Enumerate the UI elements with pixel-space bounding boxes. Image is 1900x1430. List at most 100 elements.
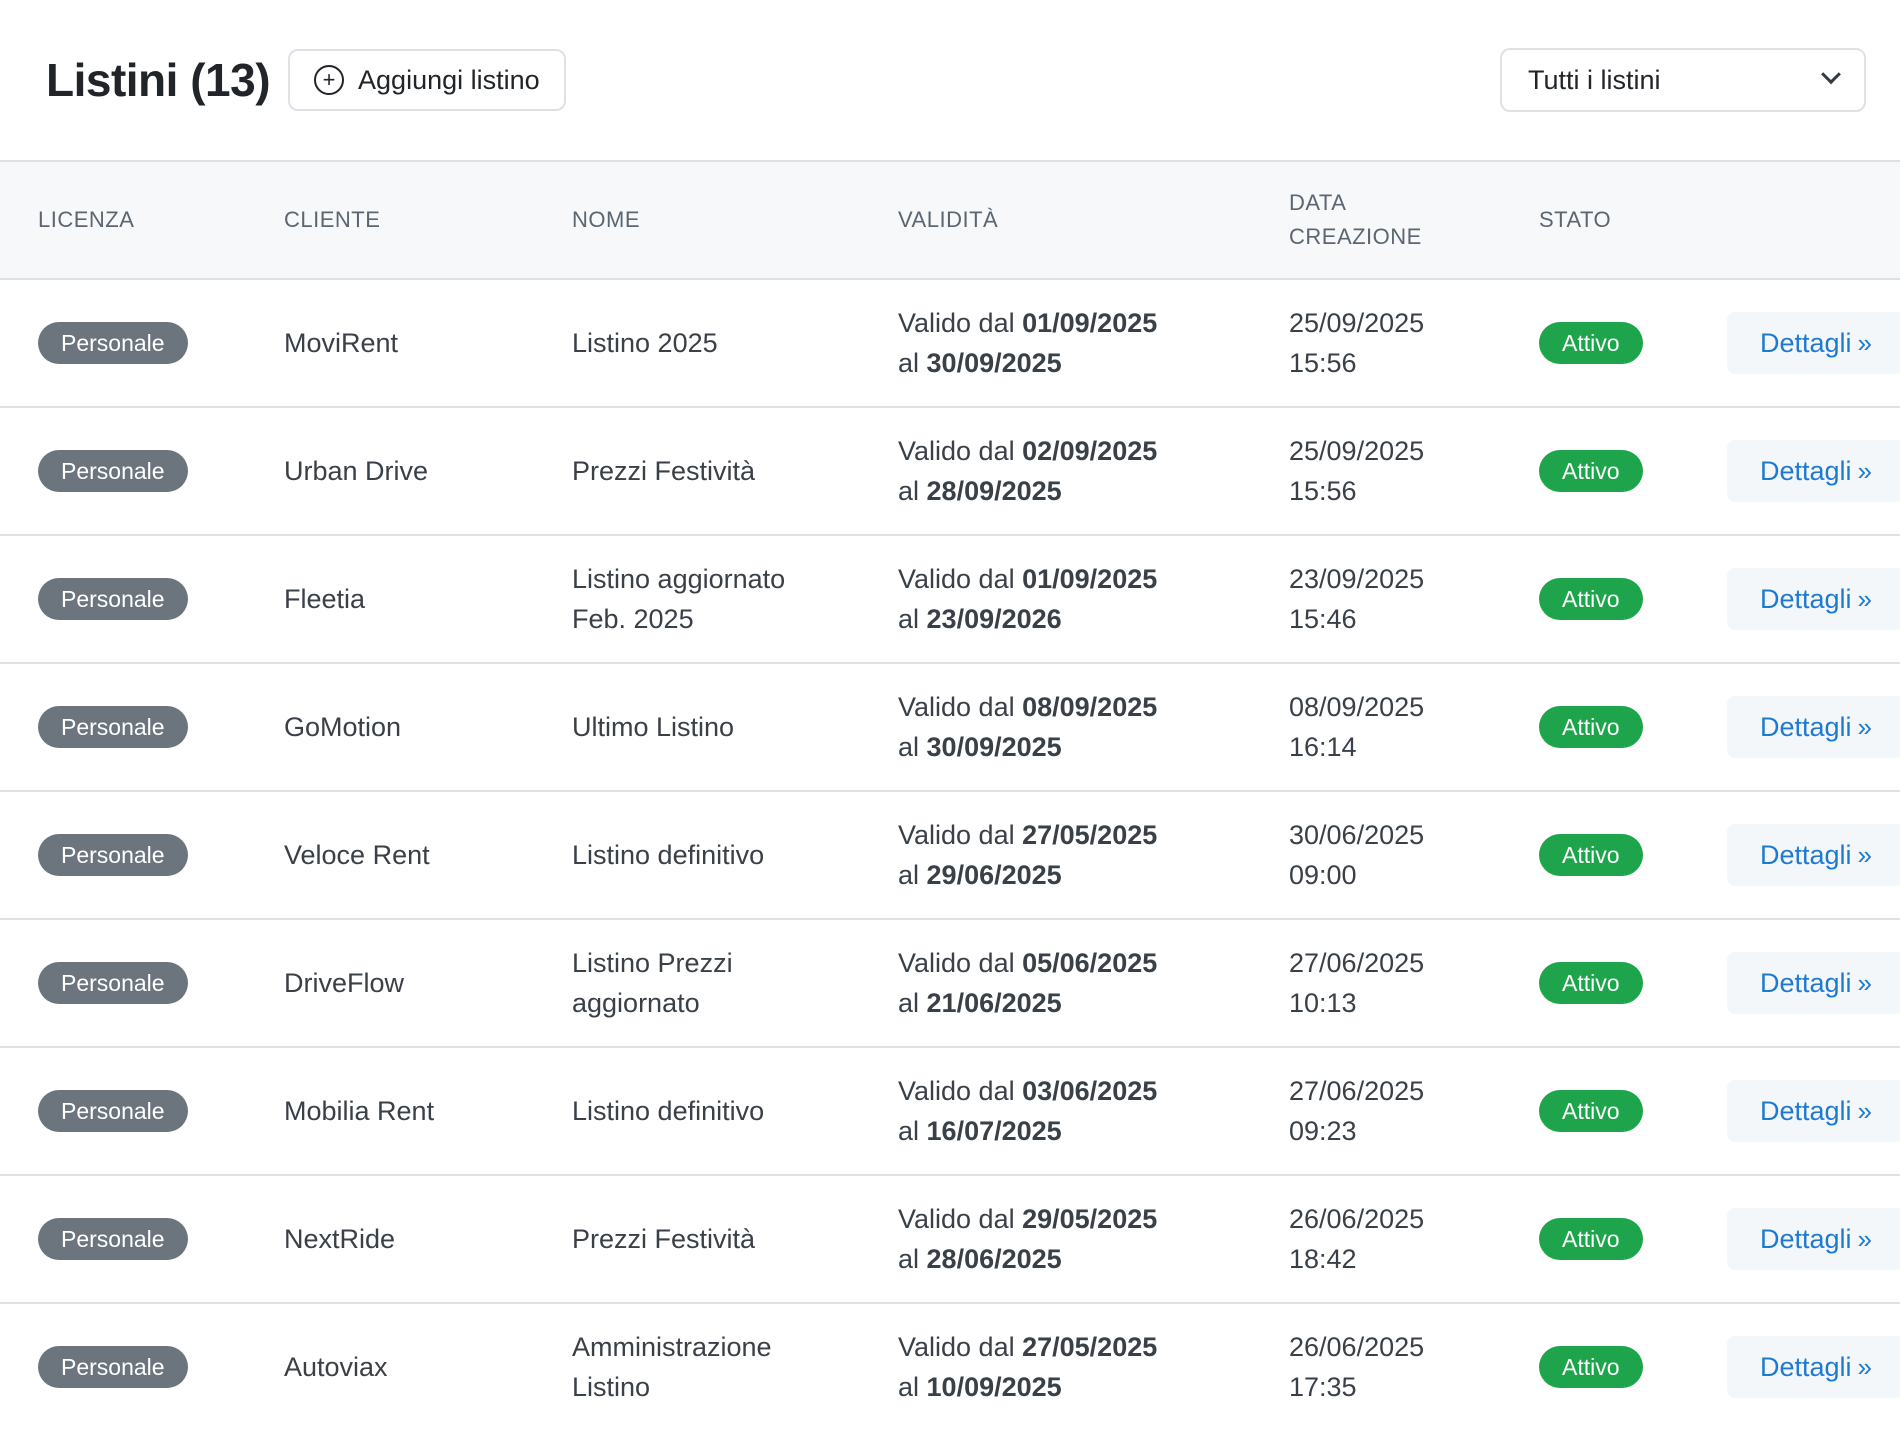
data-creazione-time: 18:42	[1289, 1244, 1357, 1274]
data-creazione-time: 09:23	[1289, 1116, 1357, 1146]
cell-nome: Listino 2025	[572, 323, 898, 363]
details-label: Dettagli	[1759, 1351, 1852, 1382]
cell-licenza: Personale	[0, 1346, 284, 1388]
cell-stato: Attivo	[1539, 1090, 1689, 1132]
details-button[interactable]: Dettagli»	[1727, 440, 1900, 502]
validita-al: 28/09/2025	[926, 476, 1062, 506]
column-header-stato[interactable]: STATO	[1539, 207, 1612, 232]
validita-line1: Valido dal 01/09/2025	[898, 559, 1289, 599]
page-header: Listini (13) + Aggiungi listino Tutti i …	[0, 0, 1900, 160]
nome-line1: Prezzi Festività	[572, 1224, 756, 1254]
page-title: Listini (13)	[46, 54, 271, 106]
details-button[interactable]: Dettagli»	[1727, 312, 1900, 374]
validita-dal: 05/06/2025	[1022, 948, 1158, 978]
details-button[interactable]: Dettagli»	[1727, 568, 1900, 630]
cell-azioni: Dettagli»	[1689, 824, 1900, 886]
cell-azioni: Dettagli»	[1689, 440, 1900, 502]
cell-stato: Attivo	[1539, 578, 1689, 620]
column-header-cliente[interactable]: CLIENTE	[284, 207, 381, 232]
column-header-data-creazione[interactable]: DATA CREAZIONE	[1289, 186, 1539, 254]
cell-data-creazione: 26/06/2025 17:35	[1289, 1327, 1539, 1407]
column-header-validita[interactable]: VALIDITÀ	[898, 207, 999, 232]
cell-cliente: GoMotion	[284, 712, 402, 742]
cell-validita: Valido dal 01/09/2025 al 30/09/2025	[898, 303, 1289, 383]
status-badge: Attivo	[1539, 1218, 1643, 1260]
cell-stato: Attivo	[1539, 1218, 1689, 1260]
cell-nome: Prezzi Festività	[572, 451, 898, 491]
chevron-double-right-icon: »	[1857, 583, 1872, 614]
cell-stato: Attivo	[1539, 706, 1689, 748]
licenza-badge: Personale	[38, 962, 188, 1004]
cell-cliente: NextRide	[284, 1224, 396, 1254]
details-button[interactable]: Dettagli»	[1727, 1208, 1900, 1270]
cell-stato: Attivo	[1539, 962, 1689, 1004]
cell-licenza: Personale	[0, 706, 284, 748]
details-button[interactable]: Dettagli»	[1727, 824, 1900, 886]
details-button[interactable]: Dettagli»	[1727, 1336, 1900, 1398]
validita-prefix: Valido dal	[898, 436, 1015, 466]
details-button[interactable]: Dettagli»	[1727, 1080, 1900, 1142]
validita-dal: 02/09/2025	[1022, 436, 1158, 466]
cell-data-creazione: 25/09/2025 15:56	[1289, 303, 1539, 383]
cell-licenza: Personale	[0, 450, 284, 492]
validita-middle: al	[898, 604, 920, 634]
licenza-badge: Personale	[38, 834, 188, 876]
cell-licenza: Personale	[0, 578, 284, 620]
cell-nome: Listino aggiornato Feb. 2025	[572, 559, 898, 639]
validita-prefix: Valido dal	[898, 564, 1015, 594]
data-creazione-date: 30/06/2025	[1289, 820, 1425, 850]
column-header-data-line2: CREAZIONE	[1289, 224, 1422, 249]
details-label: Dettagli	[1759, 327, 1852, 358]
validita-al: 16/07/2025	[926, 1116, 1062, 1146]
data-creazione-date: 25/09/2025	[1289, 308, 1425, 338]
cell-validita: Valido dal 02/09/2025 al 28/09/2025	[898, 431, 1289, 511]
cell-azioni: Dettagli»	[1689, 1336, 1900, 1398]
validita-prefix: Valido dal	[898, 948, 1015, 978]
validita-line1: Valido dal 01/09/2025	[898, 303, 1289, 343]
details-button[interactable]: Dettagli»	[1727, 696, 1900, 758]
validita-line1: Valido dal 08/09/2025	[898, 687, 1289, 727]
data-creazione-time: 17:35	[1289, 1372, 1357, 1402]
cell-licenza: Personale	[0, 962, 284, 1004]
cell-data-creazione: 08/09/2025 16:14	[1289, 687, 1539, 767]
add-listino-button[interactable]: + Aggiungi listino	[288, 49, 566, 111]
validita-line1: Valido dal 02/09/2025	[898, 431, 1289, 471]
status-badge: Attivo	[1539, 834, 1643, 876]
validita-al: 10/09/2025	[926, 1372, 1062, 1402]
cell-data-creazione: 30/06/2025 09:00	[1289, 815, 1539, 895]
nome-line1: Listino definitivo	[572, 840, 765, 870]
data-creazione-date: 26/06/2025	[1289, 1204, 1425, 1234]
details-label: Dettagli	[1759, 1095, 1852, 1126]
validita-line2: al 21/06/2025	[898, 983, 1289, 1023]
header-left: Listini (13) + Aggiungi listino	[46, 49, 566, 111]
cell-validita: Valido dal 27/05/2025 al 29/06/2025	[898, 815, 1289, 895]
cell-cliente: Autoviax	[284, 1352, 388, 1382]
status-badge: Attivo	[1539, 322, 1643, 364]
listini-filter-select[interactable]: Tutti i listini	[1500, 48, 1866, 112]
cell-azioni: Dettagli»	[1689, 1080, 1900, 1142]
data-creazione-time: 15:56	[1289, 348, 1357, 378]
cell-stato: Attivo	[1539, 450, 1689, 492]
cell-azioni: Dettagli»	[1689, 312, 1900, 374]
validita-prefix: Valido dal	[898, 1076, 1015, 1106]
filter-selected-value: Tutti i listini	[1528, 64, 1661, 95]
details-button[interactable]: Dettagli»	[1727, 952, 1900, 1014]
data-creazione-date: 08/09/2025	[1289, 692, 1425, 722]
column-header-nome[interactable]: NOME	[572, 207, 640, 232]
data-creazione-time: 09:00	[1289, 860, 1357, 890]
plus-circle-icon: +	[314, 65, 345, 95]
column-header-licenza[interactable]: LICENZA	[38, 207, 135, 232]
cell-cliente: Fleetia	[284, 584, 366, 614]
validita-line2: al 28/06/2025	[898, 1239, 1289, 1279]
cell-azioni: Dettagli»	[1689, 952, 1900, 1014]
data-creazione-date: 27/06/2025	[1289, 1076, 1425, 1106]
table-row: Personale NextRide Prezzi Festività Valido …	[0, 1176, 1900, 1304]
cell-stato: Attivo	[1539, 834, 1689, 876]
validita-line1: Valido dal 27/05/2025	[898, 1327, 1289, 1367]
validita-middle: al	[898, 1116, 920, 1146]
status-badge: Attivo	[1539, 578, 1643, 620]
nome-line1: Listino 2025	[572, 328, 718, 358]
data-creazione-time: 15:46	[1289, 604, 1357, 634]
data-creazione-date: 25/09/2025	[1289, 436, 1425, 466]
validita-line1: Valido dal 27/05/2025	[898, 815, 1289, 855]
